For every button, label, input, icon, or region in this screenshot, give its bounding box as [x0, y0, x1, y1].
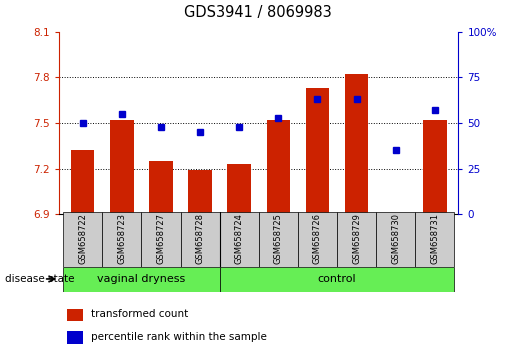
Bar — [259, 212, 298, 267]
Bar — [306, 88, 329, 214]
Bar — [415, 212, 454, 267]
Bar — [67, 309, 83, 321]
Bar — [337, 212, 376, 267]
Text: GSM658729: GSM658729 — [352, 213, 361, 264]
Text: GSM658724: GSM658724 — [235, 213, 244, 264]
Text: vaginal dryness: vaginal dryness — [97, 274, 185, 284]
Bar — [63, 212, 102, 267]
Bar — [220, 267, 454, 292]
Text: GDS3941 / 8069983: GDS3941 / 8069983 — [184, 5, 331, 20]
Bar — [384, 213, 407, 214]
Bar — [110, 120, 133, 214]
Bar — [149, 161, 173, 214]
Bar — [102, 212, 142, 267]
Bar — [142, 212, 181, 267]
Bar — [71, 150, 94, 214]
Text: GSM658731: GSM658731 — [431, 213, 439, 264]
Bar — [228, 164, 251, 214]
Bar — [423, 120, 447, 214]
Text: GSM658725: GSM658725 — [274, 213, 283, 264]
Text: GSM658723: GSM658723 — [117, 213, 126, 264]
Bar — [376, 212, 415, 267]
Text: control: control — [318, 274, 356, 284]
Bar — [67, 331, 83, 344]
Text: disease state: disease state — [5, 274, 75, 284]
Text: GSM658727: GSM658727 — [157, 213, 165, 264]
Text: GSM658728: GSM658728 — [196, 213, 204, 264]
Bar — [267, 120, 290, 214]
Text: percentile rank within the sample: percentile rank within the sample — [91, 332, 267, 342]
Bar — [188, 170, 212, 214]
Bar — [181, 212, 220, 267]
Bar — [298, 212, 337, 267]
Text: transformed count: transformed count — [91, 309, 188, 319]
Text: GSM658726: GSM658726 — [313, 213, 322, 264]
Bar — [220, 212, 259, 267]
Bar — [63, 267, 220, 292]
Text: GSM658722: GSM658722 — [78, 213, 87, 264]
Bar — [345, 74, 368, 214]
Text: GSM658730: GSM658730 — [391, 213, 400, 264]
